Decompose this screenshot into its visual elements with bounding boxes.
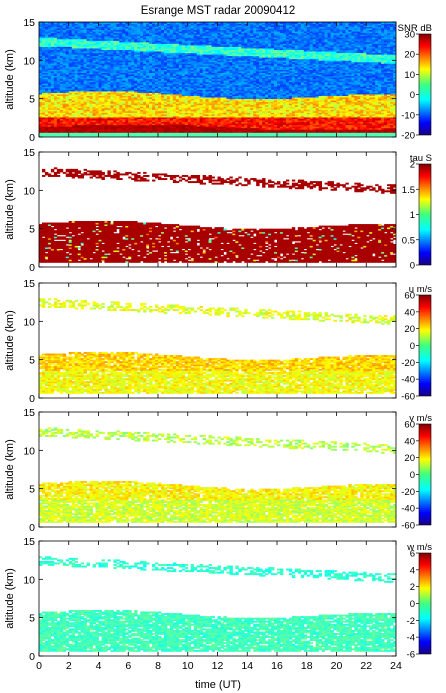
panel-snr-heatmap [39,22,396,137]
panel-tau-ytick-label: 5 [29,224,35,236]
panel-snr-ytick-label: 0 [29,132,35,144]
panel-v-colorbar-tick-label: -20 [401,487,415,498]
panel-tau-y-axis-title: altitude (km) [4,179,16,240]
panel-w-ytick-label: 15 [23,536,35,548]
panel-v-y-axis-title: altitude (km) [4,439,16,500]
panel-v-ytick-label: 10 [23,445,35,457]
panel-snr-ytick-label: 15 [23,17,35,29]
x-tick-label: 4 [96,660,102,672]
panel-u-colorbar-tick-label: -60 [401,392,415,403]
panel-tau-colorbar-tick-label: 2 [410,160,415,171]
panel-u-ytick-label: 5 [29,355,35,367]
panel-u-colorbar-tick-label: 60 [404,291,415,302]
panel-tau-colorbar [418,163,432,266]
panel-snr-colorbar-tick-label: 0 [410,90,415,101]
panel-w-y-axis-title: altitude (km) [4,568,16,629]
x-tick-label: 20 [331,660,343,672]
panel-tau-colorbar-label: tau S [410,153,432,164]
panel-v-colorbar-tick-label: -40 [401,504,415,515]
x-tick-label: 6 [125,660,131,672]
panel-w-colorbar-tick-label: -2 [407,616,415,627]
x-tick-label: 0 [36,660,42,672]
x-tick-label: 16 [271,660,283,672]
panel-v-colorbar-tick-label: 40 [404,436,415,447]
x-tick-label: 12 [212,660,224,672]
panel-u-ytick-label: 15 [23,278,35,290]
panel-u-ytick-label: 0 [29,393,35,405]
panel-u-colorbar-label: u m/s [409,284,432,295]
figure-title: Esrange MST radar 20090412 [141,5,296,17]
panel-w-heatmap [39,556,396,652]
panel-snr-y-axis-title: altitude (km) [4,49,16,110]
panel-tau-colorbar-tick-label: 1.5 [402,185,415,196]
panel-v-colorbar-tick-label: -60 [401,521,415,532]
panel-u-colorbar [418,294,432,397]
panel-tau-colorbar-tick-label: 1 [410,210,415,221]
panel-u-heatmap [39,298,396,394]
panel-u-colorbar-tick-label: 40 [404,307,415,318]
panel-snr-colorbar [418,33,432,136]
panel-snr-colorbar-tick-label: -10 [401,110,415,121]
panel-u-colorbar-tick-label: 0 [410,341,415,352]
panel-v-colorbar-tick-label: 20 [404,453,415,464]
panel-w-colorbar-tick-label: -4 [407,633,415,644]
x-tick-label: 14 [241,660,253,672]
panel-snr-colorbar-tick-label: -20 [401,131,415,142]
panel-snr-colorbar-tick-label: 10 [404,70,415,81]
panel-w-ytick-label: 0 [29,651,35,663]
x-tick-label: 18 [301,660,313,672]
panel-snr-colorbar-label: SNR dB [398,23,432,34]
panel-u-ytick-label: 10 [23,316,35,328]
x-tick-label: 24 [390,660,402,672]
x-tick-label: 2 [66,660,72,672]
panel-w-colorbar [418,552,432,655]
panel-snr-colorbar-tick-label: 20 [404,50,415,61]
panel-tau-colorbar-tick-label: 0.5 [402,235,415,246]
panel-w-colorbar-tick-label: 2 [410,582,415,593]
x-tick-label: 10 [182,660,194,672]
panel-tau-colorbar-tick-label: 0 [410,261,415,272]
panel-u-colorbar-tick-label: 20 [404,324,415,335]
panel-u-y-axis-title: altitude (km) [4,310,16,371]
panel-v-heatmap [39,427,396,523]
panel-snr-ytick-label: 10 [23,55,35,67]
panel-w-colorbar-tick-label: 6 [410,549,415,560]
panel-u-colorbar-tick-label: -20 [401,358,415,369]
panel-v-colorbar-tick-label: 0 [410,470,415,481]
panel-v-colorbar-tick-label: 60 [404,420,415,431]
panel-w-colorbar-tick-label: 4 [410,565,415,576]
panel-w-colorbar-tick-label: -6 [407,650,415,661]
panel-v-ytick-label: 15 [23,407,35,419]
x-tick-label: 22 [360,660,372,672]
panel-w-ytick-label: 5 [29,613,35,625]
panel-w-colorbar-label: w m/s [406,542,432,553]
panel-w-colorbar-tick-label: 0 [410,599,415,610]
x-axis-title: time (UT) [195,679,241,691]
panel-v-colorbar [418,423,432,526]
panel-tau-ytick-label: 15 [23,147,35,159]
panel-tau-ytick-label: 10 [23,185,35,197]
panel-u-colorbar-tick-label: -40 [401,375,415,386]
x-tick-label: 8 [155,660,161,672]
panel-v-colorbar-label: v m/s [409,413,432,424]
panel-tau-ytick-label: 0 [29,262,35,274]
panel-v-ytick-label: 0 [29,522,35,534]
panel-tau-heatmap [39,167,396,263]
panel-w-ytick-label: 10 [23,574,35,586]
panel-snr-colorbar-tick-label: 30 [404,30,415,41]
panel-v-ytick-label: 5 [29,484,35,496]
panel-snr-ytick-label: 5 [29,94,35,106]
